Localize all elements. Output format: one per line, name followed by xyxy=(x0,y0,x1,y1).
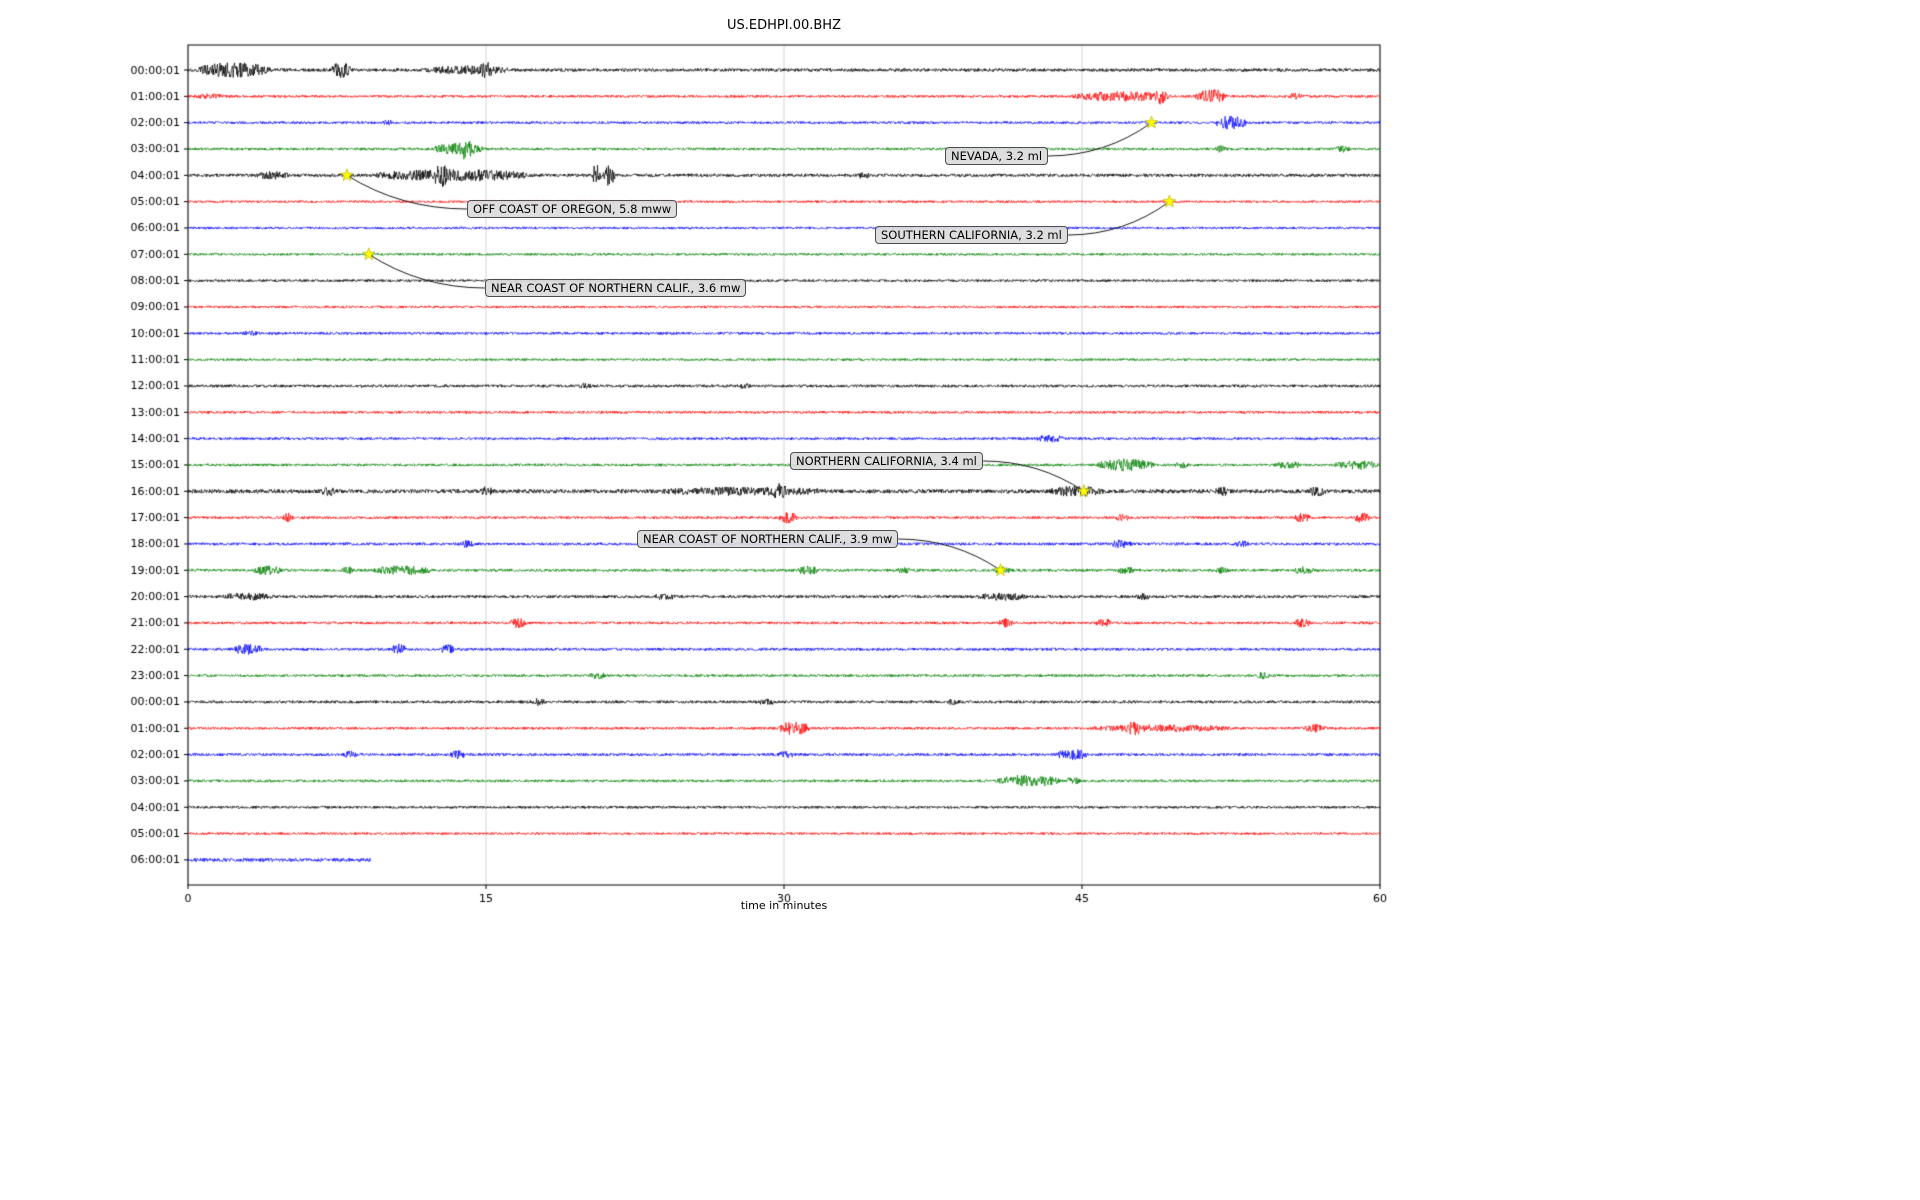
event-annotation-southern-california: SOUTHERN CALIFORNIA, 3.2 ml xyxy=(875,226,1068,244)
event-annotation-northern-california: NORTHERN CALIFORNIA, 3.4 ml xyxy=(790,452,983,470)
chart-title: US.EDHPI.00.BHZ xyxy=(727,18,841,33)
event-annotation-off-coast-oregon: OFF COAST OF OREGON, 5.8 mww xyxy=(467,200,678,218)
event-annotation-near-coast-ncalif-39: NEAR COAST OF NORTHERN CALIF., 3.9 mw xyxy=(637,530,899,548)
event-annotation-nevada: NEVADA, 3.2 ml xyxy=(945,147,1049,165)
x-axis-label: time in minutes xyxy=(740,899,828,912)
event-annotation-near-coast-ncalif-36: NEAR COAST OF NORTHERN CALIF., 3.6 mw xyxy=(485,279,747,297)
